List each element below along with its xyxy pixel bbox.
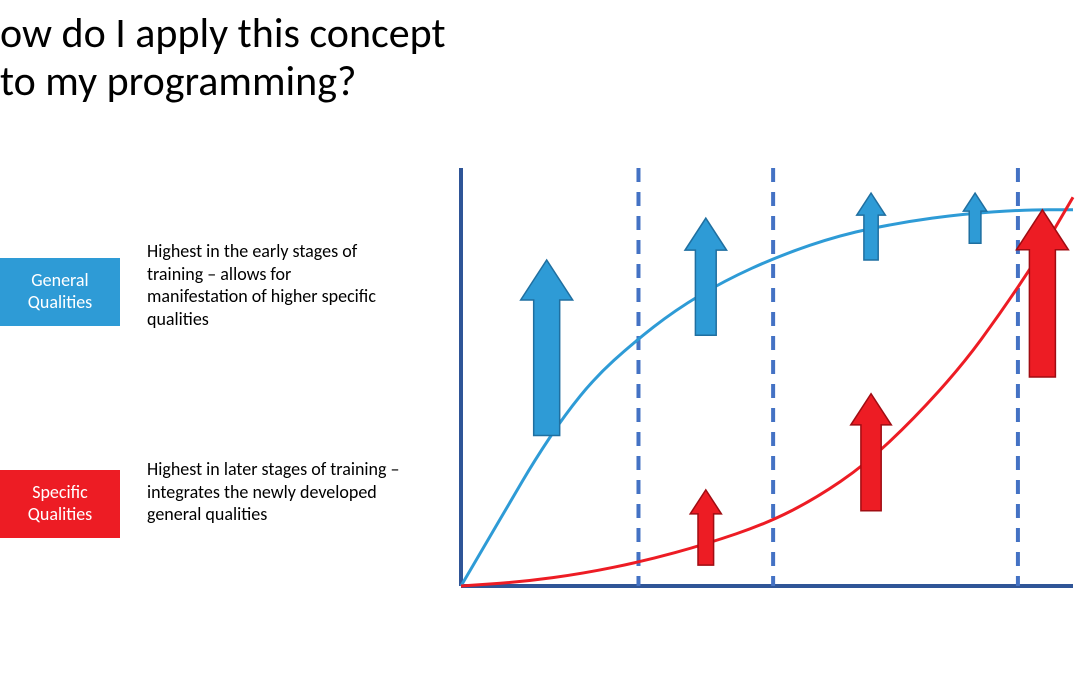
general-arrow-2 xyxy=(685,218,727,335)
legend-general-desc: Highest in the early stages of training … xyxy=(147,240,387,330)
legend-specific-box: SpecificQualities xyxy=(0,470,120,538)
legend-general-box: GeneralQualities xyxy=(0,258,120,326)
slide-title: ow do I apply this conceptto my programm… xyxy=(0,10,446,107)
general-arrow-1 xyxy=(521,260,573,436)
training-phase-chart xyxy=(455,162,1075,592)
specific-arrow-2 xyxy=(851,394,892,511)
legend-general-label: GeneralQualities xyxy=(28,270,92,313)
general-arrow-4 xyxy=(963,193,986,243)
specific-arrow-3 xyxy=(1016,210,1068,377)
legend-specific-desc: Highest in later stages of training – in… xyxy=(147,458,402,526)
legend-specific-label: SpecificQualities xyxy=(28,482,92,525)
specific-arrow-1 xyxy=(690,490,721,565)
